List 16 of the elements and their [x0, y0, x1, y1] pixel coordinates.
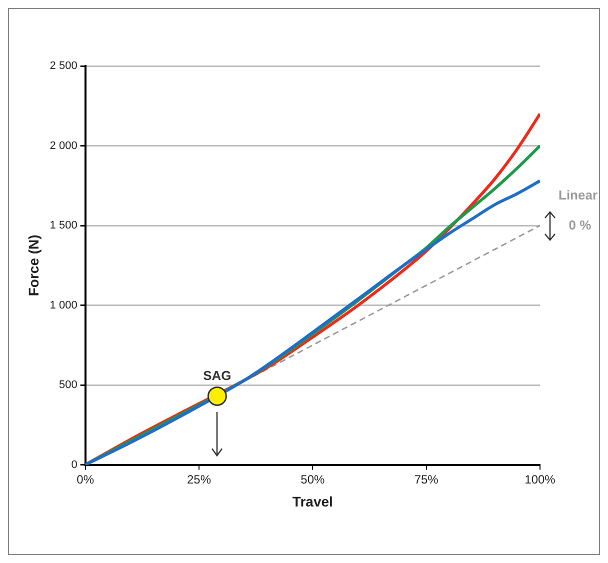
y-tick-label: 1 500	[50, 220, 78, 232]
y-tick-label: 500	[58, 379, 78, 392]
x-tick-label: 50%	[300, 472, 325, 486]
x-tick-label: 75%	[414, 472, 439, 486]
x-tick-label: 100%	[524, 472, 556, 486]
x-tick-label: 0%	[76, 472, 94, 486]
y-tick-label: 2 500	[50, 60, 78, 72]
annotation: 0 %	[568, 218, 592, 233]
x-tick-label: 25%	[186, 472, 212, 486]
y-tick-label: 0	[71, 458, 78, 471]
x-axis-title: Travel	[292, 493, 333, 510]
y-axis-title: Force (N)	[25, 234, 42, 296]
series-label: SAG	[203, 368, 232, 384]
y-tick-label: 2 000	[50, 140, 78, 152]
text: Linear	[558, 188, 598, 203]
y-tick-label: 1 000	[50, 299, 78, 312]
